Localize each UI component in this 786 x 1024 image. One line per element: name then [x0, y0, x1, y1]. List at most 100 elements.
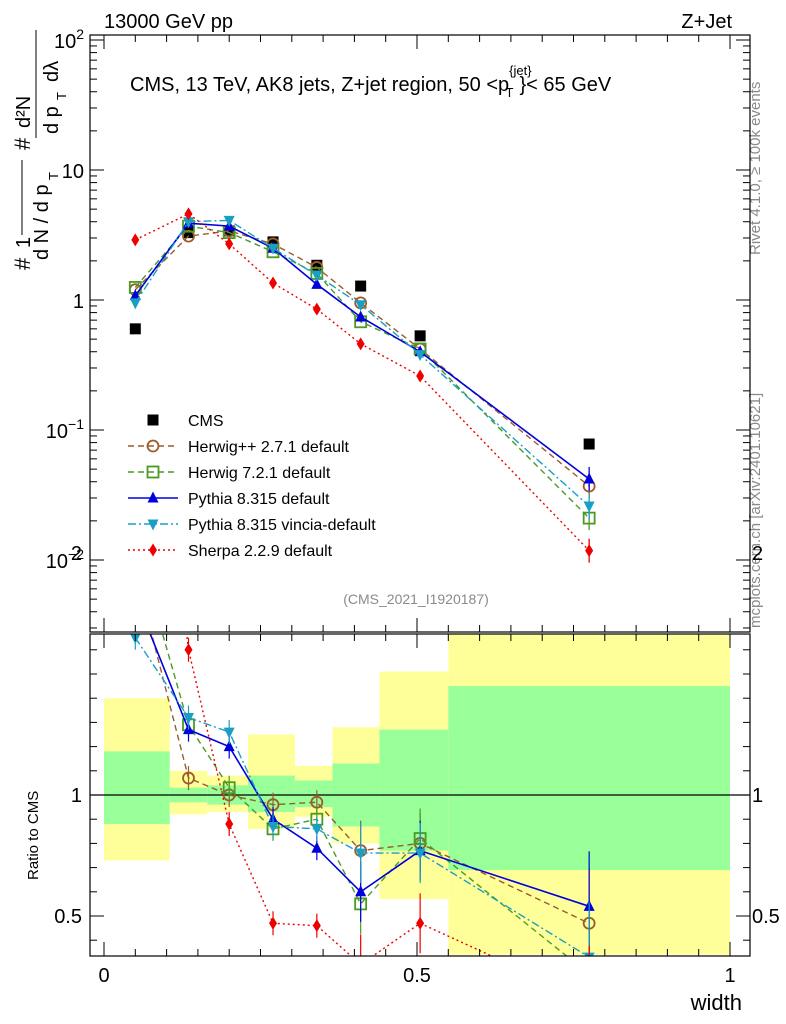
point-pythia-5 — [355, 310, 367, 322]
point-vincia-2 — [223, 215, 235, 227]
ratio-point-vincia-3 — [267, 821, 279, 833]
ratio-point-herwig--1 — [182, 771, 195, 785]
mcplots-label: mcplots.cern.ch [arXiv:2401.10621] — [747, 393, 764, 628]
legend-marker-herwig- — [146, 439, 160, 453]
ratio-ytick-label-0: 0.5 — [54, 906, 82, 928]
ratio-point-sherpa-5 — [357, 958, 365, 971]
point-cms-6 — [414, 330, 426, 342]
svg-text:1: 1 — [13, 237, 35, 248]
point-cms-1 — [183, 227, 195, 239]
point-sherpa-5 — [356, 337, 365, 351]
ratio-point-pythia-4 — [311, 841, 323, 853]
legend-marker-pythia — [147, 491, 159, 503]
point-pythia-0 — [129, 289, 141, 301]
ratio-line-pythia — [149, 634, 590, 908]
point-sherpa-1 — [184, 207, 193, 221]
legend-label-sherpa: Sherpa 2.2.9 default — [188, 543, 333, 560]
ratio-point-vincia-2 — [223, 727, 235, 739]
series-line-vincia — [134, 219, 590, 507]
ratio-point-vincia-6 — [414, 848, 426, 860]
x-tick-label-1: 0.5 — [403, 965, 431, 987]
ratio-point-vincia-1 — [183, 713, 195, 725]
point-cms-5 — [355, 280, 367, 292]
svg-text:T: T — [54, 92, 69, 100]
point-herwig--1 — [182, 229, 195, 243]
legend-marker-cms — [147, 414, 159, 426]
band-inner-6 — [379, 729, 449, 851]
point-sherpa-3 — [269, 276, 278, 290]
plot-title-sub: T — [506, 85, 514, 100]
main-frame — [89, 34, 751, 633]
ratio-point-sherpa-6 — [416, 916, 425, 930]
legend-marker-herwig7 — [146, 465, 160, 479]
main-ytick-label-2: 1 — [73, 291, 84, 313]
ratio-ytick-label-2: 2 — [71, 543, 82, 565]
series-line-herwig7 — [134, 225, 590, 519]
header-left: 13000 GeV pp — [104, 11, 233, 33]
svg-text:d p: d p — [41, 106, 63, 134]
point-sherpa-7 — [585, 544, 594, 558]
band-inner-3 — [247, 775, 295, 812]
x-tick-label-0: 0 — [98, 965, 109, 987]
ratio-point-sherpa-7 — [585, 994, 593, 1007]
main-ytick-label-1: 10−1 — [46, 416, 84, 443]
legend: CMS Herwig++ 2.7.1 default Herwig 7.2.1 de… — [128, 413, 376, 560]
plot-title-sup: {jet} — [509, 63, 532, 78]
ratio-point-sherpa-4 — [312, 919, 321, 933]
series-line-sherpa — [134, 213, 590, 552]
point-vincia-1 — [183, 217, 195, 229]
svg-text:#: # — [10, 257, 35, 270]
ratio-ytick-label-1: 1 — [71, 785, 82, 807]
ratio-bands — [104, 634, 730, 955]
x-axis-label: width — [690, 990, 742, 1015]
point-vincia-6 — [414, 350, 426, 362]
legend-label-pythia: Pythia 8.315 default — [188, 491, 330, 508]
legend-marker-vincia — [147, 519, 159, 531]
main-series — [128, 207, 596, 563]
point-cms-7 — [583, 438, 595, 450]
legend-label-herwig-: Herwig++ 2.7.1 default — [188, 439, 350, 456]
ratio-line-vincia — [134, 637, 589, 956]
svg-text:d N / d p: d N / d p — [31, 184, 53, 260]
analysis-id: (CMS_2021_I1920187) — [343, 591, 489, 607]
main-ytick-label-4: 102 — [54, 26, 84, 53]
point-pythia-4 — [311, 277, 323, 289]
ratio-point-sherpa-1 — [184, 643, 193, 657]
ratio-point-sherpa-3 — [269, 916, 278, 930]
point-sherpa-6 — [416, 369, 425, 383]
point-pythia-7 — [583, 472, 595, 484]
point-vincia-5 — [355, 300, 367, 312]
ratio-y-axis-label: Ratio to CMS — [25, 791, 42, 880]
main-y-axis-label: # 1 d N / d p T # d²N d p T dλ — [10, 30, 69, 270]
point-sherpa-0 — [131, 233, 140, 247]
ratio-point-sherpa-0 — [131, 184, 139, 197]
ratio-point-pythia-2 — [223, 740, 235, 752]
ratio-point-vincia-4 — [311, 824, 323, 836]
ratio-point-pythia-0 — [130, 590, 141, 601]
ratio-line-herwig7 — [161, 634, 568, 956]
ratio-point-vincia-5 — [355, 848, 367, 860]
ratio-ytick-label-right-2: 2 — [752, 543, 763, 565]
point-vincia-4 — [311, 270, 323, 282]
legend-label-vincia: Pythia 8.315 vincia-default — [188, 517, 376, 534]
ratio-ytick-label-right-0: 0.5 — [752, 906, 780, 928]
ratio-point-herwig7-2 — [222, 781, 236, 795]
ratio-line-herwig- — [150, 634, 590, 924]
point-vincia-0 — [129, 298, 141, 310]
header-right: Z+Jet — [681, 11, 732, 33]
point-sherpa-2 — [225, 237, 234, 251]
axis-ticks: 10−2 10−1 1 10 102 0 0.5 1 0.5 0.5 1 1 2 2 — [46, 26, 780, 987]
main-ytick-label-0: 10−2 — [46, 546, 84, 573]
series-line-herwig- — [134, 230, 590, 487]
legend-label-herwig7: Herwig 7.2.1 default — [188, 465, 331, 482]
rivet-label: Rivet 4.1.0, ≥ 100k events — [747, 82, 764, 255]
svg-text:d²N: d²N — [13, 96, 35, 128]
band-inner-0 — [104, 751, 170, 825]
main-ytick-label-3: 10 — [62, 161, 84, 183]
svg-text:#: # — [10, 137, 35, 150]
plot-title: CMS, 13 TeV, AK8 jets, Z+jet region, 50 … — [130, 63, 612, 100]
point-vincia-3 — [267, 243, 279, 255]
point-sherpa-4 — [312, 302, 321, 316]
point-vincia-7 — [583, 501, 595, 513]
